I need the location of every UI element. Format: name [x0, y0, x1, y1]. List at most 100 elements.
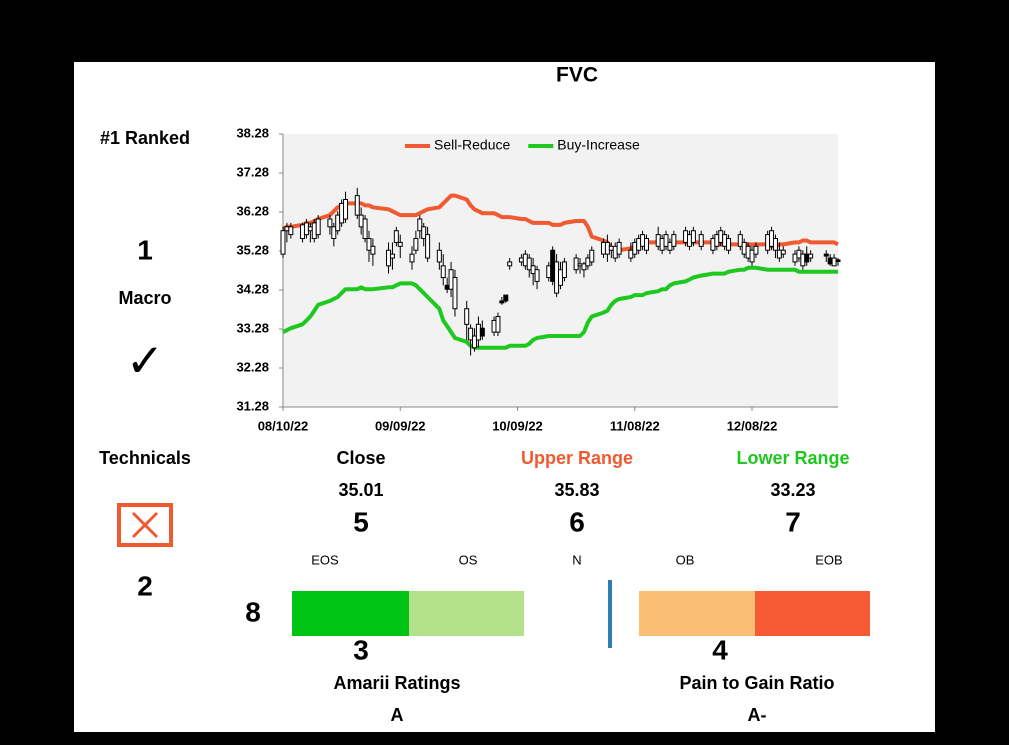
candle-body	[534, 269, 540, 282]
candle-body	[632, 241, 638, 255]
upper-label: Upper Range	[521, 448, 633, 468]
y-tick-label: 38.28	[236, 125, 269, 140]
scale-bar	[292, 591, 409, 636]
macro-check: ✓	[126, 334, 165, 388]
candle-body	[339, 202, 345, 224]
candle-body	[561, 261, 567, 279]
candle-body	[749, 249, 755, 263]
candle-body	[518, 257, 524, 263]
candle-body	[522, 253, 528, 267]
candle-body	[745, 245, 751, 259]
candle-body	[718, 230, 724, 243]
pain-number: 4	[712, 634, 728, 665]
candle-body	[581, 263, 587, 271]
candle-body	[600, 241, 606, 255]
scale-number: 8	[245, 596, 261, 627]
candle-body	[608, 245, 614, 251]
scale-bar	[409, 591, 524, 636]
candle-body	[280, 230, 286, 255]
candle-body	[425, 234, 431, 259]
candle-body	[558, 269, 563, 286]
candle-body	[495, 316, 501, 333]
y-tick-label: 32.28	[236, 359, 269, 374]
candle-body	[671, 234, 677, 247]
candle-body	[655, 234, 661, 247]
legend-label: Buy-Increase	[557, 137, 640, 153]
candle-body	[479, 327, 485, 337]
technicals-x-icon	[117, 503, 173, 547]
candle-body	[612, 245, 618, 259]
candle-body	[765, 234, 771, 251]
candle-body	[417, 218, 423, 232]
lower-label: Lower Range	[736, 448, 849, 468]
candle-body	[776, 249, 782, 259]
candle-body	[409, 253, 415, 263]
amarii-label: Amarii Ratings	[333, 673, 460, 693]
candle-body	[300, 224, 306, 240]
x-tick-label: 10/09/22	[492, 418, 543, 433]
candle-body	[835, 259, 841, 263]
candle-body	[667, 241, 673, 251]
title: FVC	[556, 64, 598, 87]
scale-label: OS	[459, 552, 478, 567]
lower-number: 7	[785, 506, 801, 537]
candle-body	[554, 261, 560, 294]
candle-body	[714, 234, 720, 247]
candle-body	[772, 238, 778, 251]
candle-body	[303, 222, 309, 236]
candle-body	[683, 230, 689, 243]
candle-body	[804, 253, 810, 263]
candle-body	[808, 253, 814, 259]
candle-body	[362, 218, 368, 240]
technicals-label: Technicals	[99, 448, 191, 468]
range-line	[282, 265, 838, 350]
candle-body	[468, 327, 474, 341]
macro-number: 1	[137, 234, 153, 265]
candle-body	[643, 238, 649, 251]
pain-grade: A-	[748, 705, 767, 725]
close-value: 35.01	[338, 480, 383, 500]
candle-body	[550, 249, 556, 282]
candle-body	[475, 323, 481, 341]
y-tick-label: 34.28	[236, 281, 269, 296]
y-tick-label: 31.28	[236, 398, 269, 413]
scale-label: N	[572, 552, 581, 567]
candle-body	[472, 335, 478, 349]
x-tick-label: 12/08/22	[727, 418, 778, 433]
candle-body	[413, 238, 419, 251]
y-tick-label: 35.28	[236, 242, 269, 257]
close-label: Close	[336, 448, 385, 468]
candle-body	[589, 249, 595, 263]
x-tick-label: 09/09/22	[375, 418, 426, 433]
candle-body	[698, 234, 704, 247]
candle-body	[792, 253, 798, 263]
scale-label: EOB	[815, 552, 842, 567]
candle-body	[464, 308, 470, 325]
close-number: 5	[353, 506, 369, 537]
scale-label: OB	[676, 552, 695, 567]
candle-body	[640, 234, 646, 247]
candle-body	[526, 257, 532, 271]
candle-body	[327, 218, 333, 228]
candle-body	[440, 265, 446, 279]
candle-body	[370, 245, 376, 255]
candle-body	[780, 249, 786, 255]
rank: #1 Ranked	[100, 128, 190, 148]
candle-body	[507, 261, 513, 267]
candle-body	[659, 238, 665, 251]
candle-body	[386, 249, 392, 267]
x-tick-label: 11/08/22	[610, 418, 660, 433]
candle-body	[288, 226, 294, 236]
candle-body	[436, 249, 442, 263]
candle-body	[421, 226, 427, 240]
amarii-number: 3	[353, 634, 369, 665]
candle-body	[737, 234, 743, 247]
scale-bar	[755, 591, 870, 636]
candle-body	[616, 241, 622, 255]
candle-body	[585, 257, 591, 267]
y-tick-label: 33.28	[236, 320, 269, 335]
candle-body	[335, 214, 341, 232]
candle-body	[831, 257, 837, 267]
candle-body	[331, 226, 337, 240]
